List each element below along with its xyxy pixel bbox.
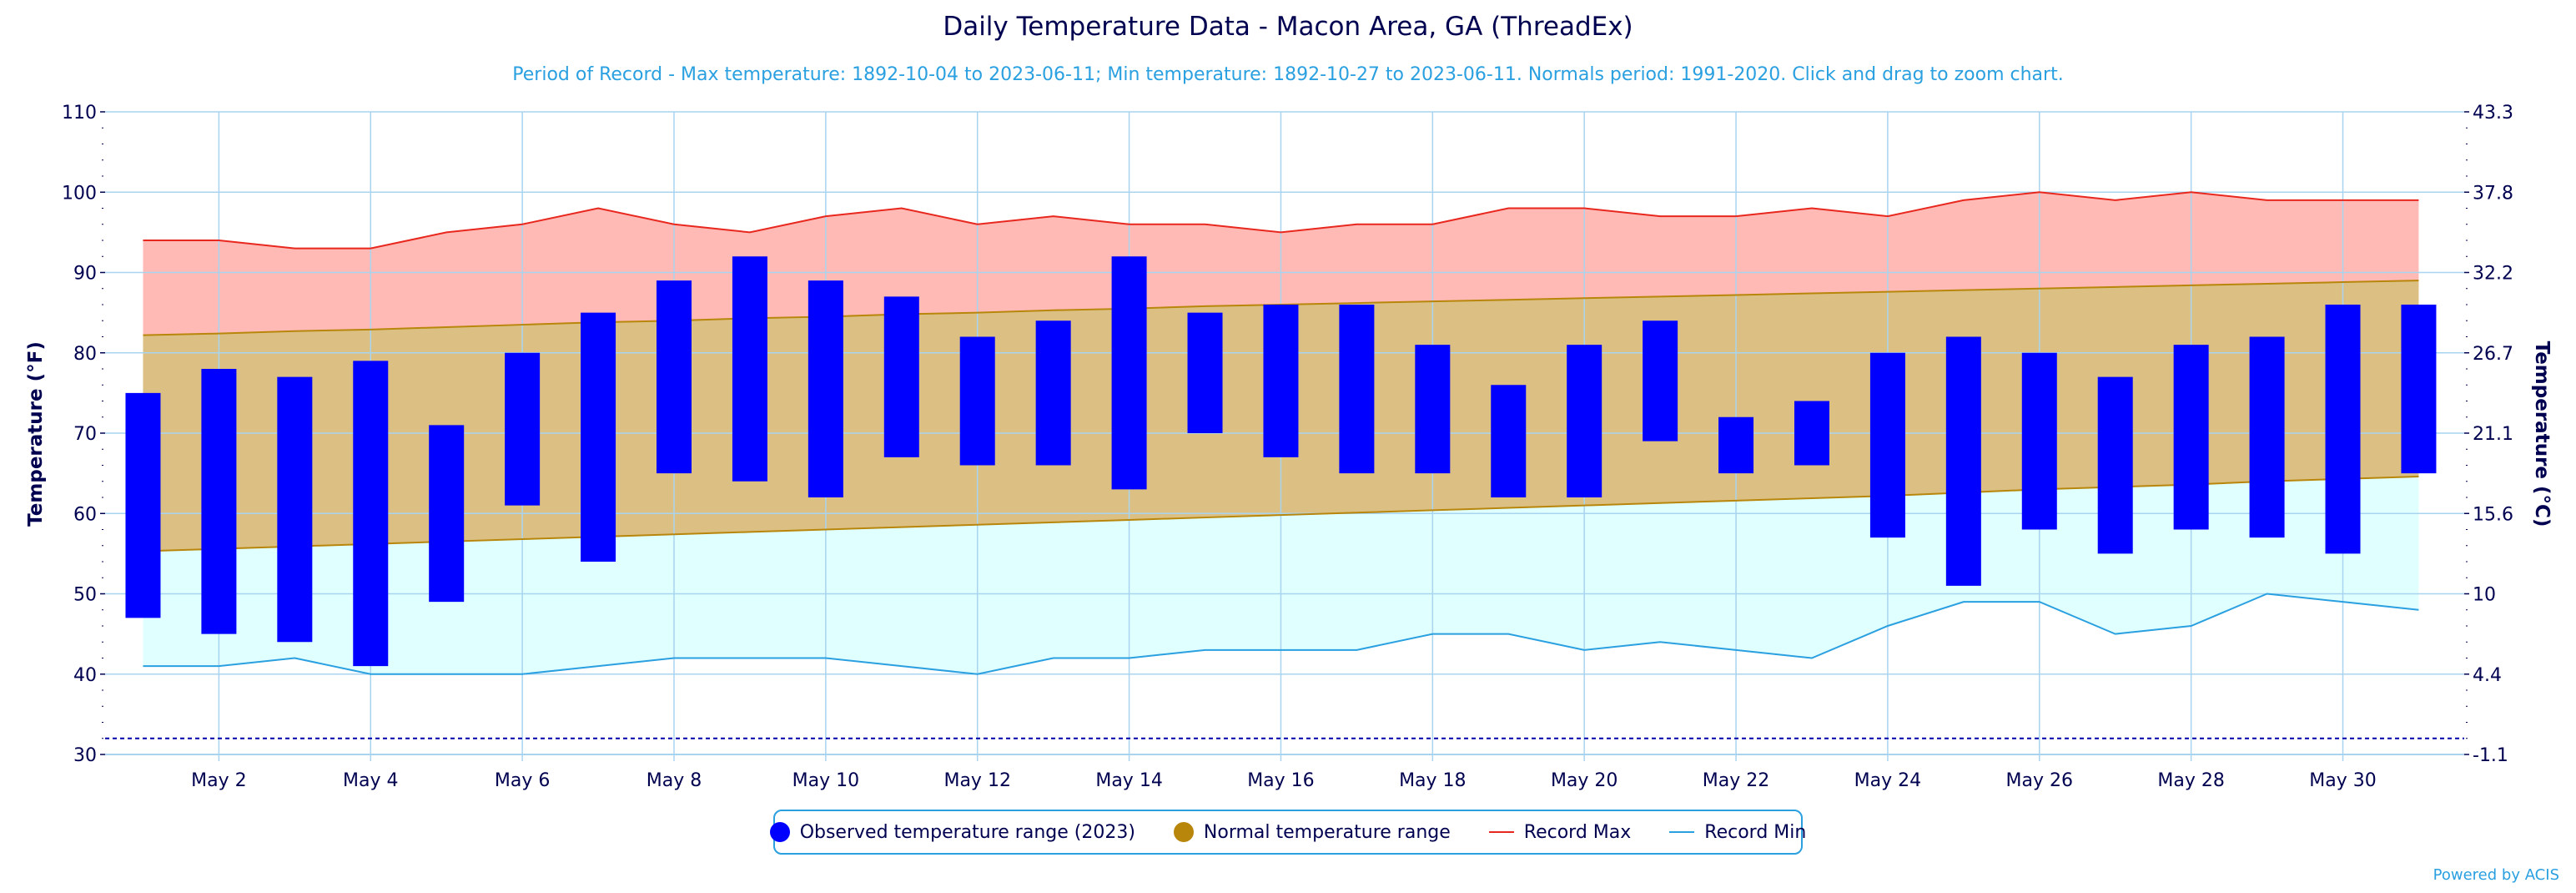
observed-range-bar[interactable] xyxy=(883,296,919,457)
x-tick-label: May 2 xyxy=(191,770,246,791)
x-tick-label: May 14 xyxy=(1095,770,1162,791)
x-tick-label: May 18 xyxy=(1399,770,1466,791)
observed-range-bar[interactable] xyxy=(1035,320,1071,466)
y-tick-label-right: 15.6 xyxy=(2473,504,2513,525)
legend-item-record-max[interactable]: Record Max xyxy=(1488,821,1632,843)
observed-range-bar[interactable] xyxy=(1111,256,1147,490)
observed-range-bar[interactable] xyxy=(808,280,843,497)
legend: Observed temperature range (2023) Normal… xyxy=(769,810,1806,855)
y-tick-label: 60 xyxy=(73,504,97,525)
observed-range-bar[interactable] xyxy=(2097,376,2133,554)
y-axis-label-left: Temperature (°F) xyxy=(25,341,47,527)
observed-range-bar[interactable] xyxy=(429,425,465,603)
observed-range-bar[interactable] xyxy=(2173,345,2209,530)
y-tick-label: 40 xyxy=(73,665,97,686)
legend-record-max-label: Record Max xyxy=(1523,821,1632,843)
x-tick-label: May 16 xyxy=(1247,770,1314,791)
chart-title: Daily Temperature Data - Macon Area, GA … xyxy=(943,12,1633,42)
observed-range-bar[interactable] xyxy=(1718,416,1754,474)
observed-range-bar[interactable] xyxy=(2249,336,2285,538)
x-tick-label: May 22 xyxy=(1703,770,1769,791)
observed-range-bar[interactable] xyxy=(1794,401,1829,466)
x-tick-label: May 6 xyxy=(495,770,550,791)
y-tick-label-right: 43.3 xyxy=(2473,103,2513,124)
y-tick-label-right: 21.1 xyxy=(2473,424,2513,445)
observed-range-bar[interactable] xyxy=(1187,312,1223,433)
chart-subtitle: Period of Record - Max temperature: 1892… xyxy=(512,64,2063,85)
y-tick-label-right: 37.8 xyxy=(2473,183,2513,204)
legend-normal-dot-icon xyxy=(1173,822,1194,842)
y-tick-label: 70 xyxy=(73,424,97,445)
x-tick-label: May 26 xyxy=(2006,770,2073,791)
x-tick-label: May 12 xyxy=(943,770,1010,791)
observed-range-bar[interactable] xyxy=(2021,352,2057,530)
observed-range-bar[interactable] xyxy=(201,369,237,634)
observed-range-bar[interactable] xyxy=(959,336,995,466)
observed-range-bar[interactable] xyxy=(581,312,616,562)
observed-range-bar[interactable] xyxy=(1945,336,1981,586)
y-tick-label: 100 xyxy=(62,183,97,204)
y-tick-label: 110 xyxy=(62,103,97,124)
y-tick-label: 90 xyxy=(73,264,97,285)
legend-normal-label: Normal temperature range xyxy=(1203,821,1451,843)
observed-range-bar[interactable] xyxy=(1643,320,1678,441)
y-tick-label-right: -1.1 xyxy=(2473,745,2508,766)
y-tick-label: 30 xyxy=(73,745,97,766)
y-tick-label-right: 4.4 xyxy=(2473,665,2502,686)
x-tick-label: May 8 xyxy=(647,770,702,791)
x-tick-label: May 4 xyxy=(343,770,398,791)
x-tick-label: May 30 xyxy=(2309,770,2376,791)
observed-range-bar[interactable] xyxy=(125,392,161,618)
observed-range-bar[interactable] xyxy=(1263,305,1299,457)
legend-observed-label: Observed temperature range (2023) xyxy=(799,821,1135,843)
observed-range-bar[interactable] xyxy=(353,361,389,667)
legend-item-record-min[interactable]: Record Min xyxy=(1669,822,1806,843)
x-tick-label: May 24 xyxy=(1854,770,1921,791)
y-tick-label-right: 26.7 xyxy=(2473,344,2513,365)
observed-range-bar[interactable] xyxy=(732,256,767,482)
observed-range-bar[interactable] xyxy=(277,376,313,643)
x-tick-label: May 10 xyxy=(792,770,859,791)
observed-range-bar[interactable] xyxy=(1339,305,1375,474)
legend-record-min-label: Record Min xyxy=(1704,821,1807,843)
observed-range-bar[interactable] xyxy=(505,352,541,506)
observed-range-bar[interactable] xyxy=(1567,345,1602,497)
observed-range-bar[interactable] xyxy=(2401,305,2437,474)
observed-range-bar[interactable] xyxy=(2325,305,2361,554)
observed-range-bar[interactable] xyxy=(1415,345,1451,474)
legend-item-observed[interactable]: Observed temperature range (2023) xyxy=(769,821,1135,843)
legend-record-min-line-icon xyxy=(1669,831,1695,833)
record-min-line[interactable] xyxy=(143,593,2419,675)
y-tick-label: 50 xyxy=(73,585,97,606)
observed-range-bar[interactable] xyxy=(1491,385,1527,497)
record-max-line[interactable] xyxy=(143,191,2419,250)
x-tick-label: May 20 xyxy=(1551,770,1618,791)
x-tick-label: May 28 xyxy=(2157,770,2224,791)
observed-range-bar[interactable] xyxy=(1869,352,1905,538)
legend-record-max-line-icon xyxy=(1488,831,1514,833)
powered-by-credit[interactable]: Powered by ACIS xyxy=(2433,866,2559,884)
plot-area[interactable]: 30 -1.1 40 4.4 50 10 60 15.6 70 21.1 80 26.7 90 32.2 1… xyxy=(62,103,2513,791)
y-tick-label: 80 xyxy=(73,344,97,365)
y-tick-label-right: 32.2 xyxy=(2473,264,2513,285)
y-tick-label-right: 10 xyxy=(2473,585,2496,606)
y-axis-label-right: Temperature (°C) xyxy=(2531,341,2553,527)
legend-item-normal[interactable]: Normal temperature range xyxy=(1173,821,1451,843)
legend-observed-dot-icon xyxy=(769,822,790,842)
observed-range-bar[interactable] xyxy=(656,280,692,474)
